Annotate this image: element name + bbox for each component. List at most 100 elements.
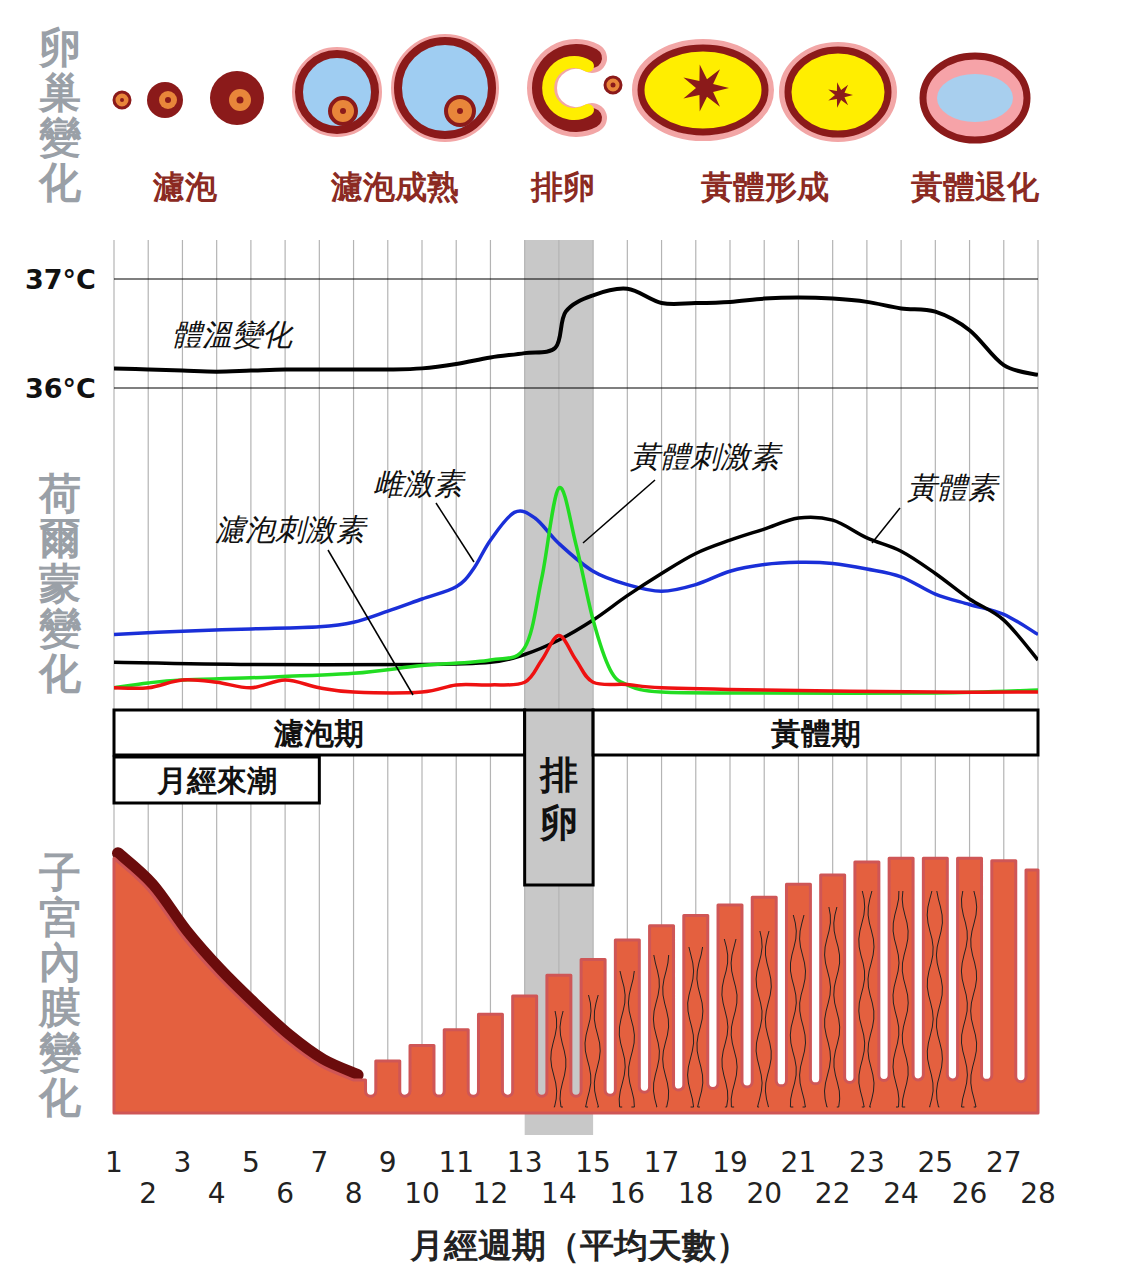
gland <box>585 995 591 1107</box>
corpus-luteum <box>788 50 888 134</box>
hormone-label: 雌激素 <box>373 466 466 501</box>
y-tick-label: 36°C <box>25 373 96 404</box>
gland <box>697 947 703 1107</box>
gland <box>560 1011 566 1107</box>
hormone-title-char: 化 <box>38 649 82 698</box>
follicle-mature <box>299 54 375 130</box>
follicle <box>114 92 130 108</box>
gland <box>653 955 659 1107</box>
y-tick-label: 37°C <box>25 264 96 295</box>
gland <box>961 891 967 1107</box>
x-tick-label: 10 <box>404 1177 440 1210</box>
ovary-stage-label: 濾泡成熟 <box>330 168 459 206</box>
endometrium-area <box>114 858 1038 1113</box>
hormone-line <box>114 511 1038 635</box>
leader-line <box>583 480 655 543</box>
endometrium-title-char: 子 <box>38 848 81 897</box>
oocyte <box>330 98 356 124</box>
x-tick-label: 6 <box>276 1177 294 1210</box>
follicle <box>147 82 183 118</box>
ovary-stage-label: 黃體形成 <box>701 168 829 206</box>
gland <box>971 891 977 1107</box>
hormone-label: 黃體刺激素 <box>630 439 783 474</box>
ovary-stage-label: 黃體退化 <box>911 168 1040 206</box>
grid-line <box>524 240 525 1113</box>
follicle <box>210 71 264 125</box>
temperature-line <box>114 289 1038 375</box>
x-tick-label: 4 <box>208 1177 226 1210</box>
gland <box>859 891 865 1107</box>
gland <box>722 939 728 1107</box>
hormone-title-char: 荷 <box>38 469 81 518</box>
corpus-luteum <box>641 48 765 132</box>
x-tick-label: 3 <box>174 1146 192 1179</box>
phase-box <box>114 710 525 755</box>
corpus-luteum-halo <box>782 45 894 139</box>
corpus-albicans-core <box>937 74 1013 122</box>
follicle-halo <box>393 36 497 140</box>
hormone-title-char: 變 <box>39 604 82 653</box>
x-tick-label: 23 <box>849 1146 885 1179</box>
phase-label: 排卵 <box>539 753 578 845</box>
leader-line <box>872 508 900 543</box>
gland <box>628 971 634 1107</box>
oocyte <box>446 97 474 125</box>
grid-line <box>421 240 422 1113</box>
oocyte-nucleus <box>457 108 463 114</box>
gland <box>731 939 737 1107</box>
gland <box>902 891 908 1107</box>
ovary-title: 卵巢變化 <box>37 23 82 207</box>
hormone-label: 濾泡刺激素 <box>215 512 368 547</box>
leader-line <box>328 550 413 695</box>
corpus-luteum-core <box>828 82 853 107</box>
follicle-halo <box>294 49 380 135</box>
gland <box>551 1011 557 1107</box>
ovary-stage-label: 濾泡 <box>152 168 218 206</box>
leader-line <box>436 503 474 562</box>
hormone-line <box>114 636 1038 693</box>
endometrium-title-char: 變 <box>39 1028 82 1077</box>
gland <box>663 955 669 1107</box>
oocyte-nucleus <box>340 108 346 114</box>
ovary-title-char: 巢 <box>37 68 81 117</box>
corpus-luteum-core <box>683 65 729 112</box>
x-tick-label: 25 <box>918 1146 954 1179</box>
endometrium-title-char: 膜 <box>38 983 81 1032</box>
gland <box>790 915 796 1107</box>
x-tick-label: 21 <box>781 1146 817 1179</box>
x-tick-label: 5 <box>242 1146 260 1179</box>
x-tick-label: 28 <box>1020 1177 1056 1210</box>
x-axis-title: 月經週期（平均天數） <box>409 1225 750 1265</box>
phase-box <box>593 710 1038 755</box>
ovary-stage-label: 排卵 <box>530 168 595 206</box>
x-tick-label: 12 <box>473 1177 509 1210</box>
endometrium-title-char: 化 <box>38 1073 82 1122</box>
oocyte-nucleus <box>165 97 171 103</box>
follicle-mature <box>398 41 492 135</box>
hormone-plot <box>114 487 1038 693</box>
ovary-title-char: 化 <box>38 158 82 207</box>
x-tick-label: 9 <box>379 1146 397 1179</box>
gland <box>834 907 840 1107</box>
oocyte <box>159 91 177 109</box>
x-tick-label: 20 <box>746 1177 782 1210</box>
hormone-line <box>114 487 1038 693</box>
x-tick-label: 27 <box>986 1146 1022 1179</box>
x-tick-label: 2 <box>139 1177 157 1210</box>
x-tick-label: 22 <box>815 1177 851 1210</box>
x-tick-label: 7 <box>310 1146 328 1179</box>
x-tick-label: 1 <box>105 1146 123 1179</box>
y-grid-line <box>114 387 1038 388</box>
gland <box>765 931 771 1107</box>
figure: 1234567891011121314151617181920212223242… <box>0 0 1133 1280</box>
gland <box>619 971 625 1107</box>
gland <box>756 931 762 1107</box>
endometrium-title-char: 內 <box>39 938 81 987</box>
gland <box>927 891 933 1107</box>
oocyte-nucleus <box>611 83 616 88</box>
x-tick-label: 19 <box>712 1146 748 1179</box>
x-tick-label: 13 <box>507 1146 543 1179</box>
phase-box <box>114 757 319 803</box>
x-tick-label: 26 <box>952 1177 988 1210</box>
temp-plot <box>114 289 1038 375</box>
